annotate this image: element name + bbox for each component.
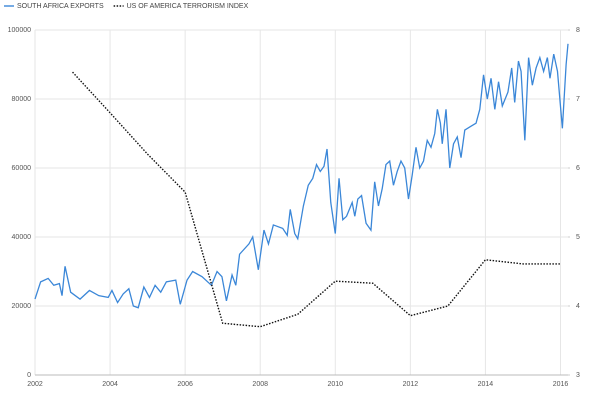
legend: SOUTH AFRICA EXPORTS US OF AMERICA TERROR… xyxy=(4,3,249,10)
x-tick-label: 2008 xyxy=(252,381,268,388)
x-tick-label: 2010 xyxy=(327,381,343,388)
x-tick-label: 2004 xyxy=(102,381,118,388)
y2-tick-label: 3 xyxy=(576,372,580,379)
x-tick-label: 2012 xyxy=(403,381,419,388)
y-tick-label: 80000 xyxy=(12,96,32,103)
x-tick-label: 2002 xyxy=(27,381,43,388)
y2-tick-label: 4 xyxy=(576,303,580,310)
y-tick-label: 60000 xyxy=(12,165,32,172)
legend-label: SOUTH AFRICA EXPORTS xyxy=(17,3,104,10)
y-tick-label: 100000 xyxy=(8,27,31,34)
legend-label: US OF AMERICA TERRORISM INDEX xyxy=(127,3,249,10)
y2-tick-label: 5 xyxy=(576,234,580,241)
series-line xyxy=(34,43,569,309)
y2-tick-label: 8 xyxy=(576,27,580,34)
y2-tick-label: 7 xyxy=(576,96,580,103)
x-tick-label: 2016 xyxy=(553,381,569,388)
y2-tick-label: 6 xyxy=(576,165,580,172)
y-tick-label: 0 xyxy=(27,372,31,379)
y-tick-label: 40000 xyxy=(12,234,32,241)
y-tick-label: 20000 xyxy=(12,303,32,310)
series-line xyxy=(72,71,561,328)
x-tick-label: 2006 xyxy=(177,381,193,388)
x-tick-label: 2014 xyxy=(478,381,494,388)
